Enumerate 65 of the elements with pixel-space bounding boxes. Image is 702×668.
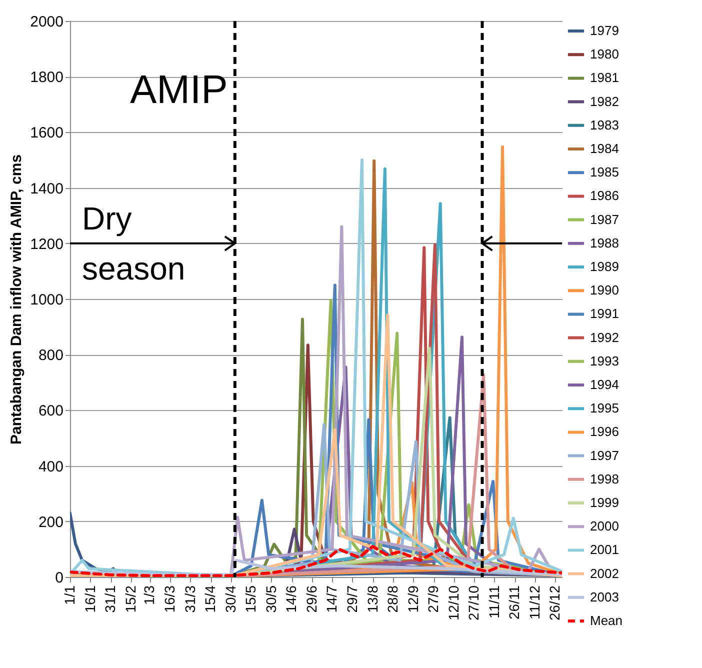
- legend-label: 1980: [590, 46, 619, 62]
- legend-label: 1994: [590, 377, 619, 392]
- y-tick-label: 0: [55, 570, 64, 586]
- y-tick-label: 600: [38, 402, 64, 420]
- x-tick-label: 14/7: [324, 585, 340, 613]
- annotation: Dry season: [82, 200, 186, 286]
- x-tick-label: 13/8: [364, 585, 380, 613]
- x-tick-label: 11/11: [486, 585, 502, 618]
- legend-label: 1989: [590, 259, 619, 274]
- legend-label: 1985: [590, 164, 619, 180]
- y-tick-label: 1000: [30, 292, 64, 308]
- y-tick-label: 1600: [30, 124, 64, 142]
- x-tick-label: 12/9: [404, 585, 421, 613]
- legend-label: 1993: [590, 353, 619, 368]
- legend-label: 1992: [590, 330, 619, 345]
- x-tick-label: 26/12: [546, 585, 563, 621]
- x-tick-label: 31/3: [182, 585, 198, 613]
- annotation: AMIP: [130, 68, 228, 112]
- x-tick-label: 12/10: [445, 585, 462, 621]
- legend-label: 1998: [590, 471, 619, 486]
- x-tick-label: 16/3: [162, 585, 178, 613]
- x-tick-label: 31/1: [102, 585, 118, 613]
- legend-label: 1990: [590, 282, 619, 298]
- x-tick-label: 15/4: [202, 585, 218, 613]
- y-tick-label: 2000: [30, 14, 64, 30]
- legend-label: 2000: [590, 518, 619, 534]
- x-tick-label: 1/3: [141, 585, 158, 605]
- legend-label: 1982: [590, 94, 619, 109]
- x-tick-label: 29/7: [344, 585, 360, 613]
- y-tick-label: 800: [38, 347, 64, 364]
- x-tick-label: 15/5: [242, 585, 259, 613]
- x-tick-label: 15/2: [122, 585, 138, 613]
- y-tick-label: 1800: [30, 69, 64, 86]
- x-tick-label: 16/1: [82, 585, 98, 613]
- legend-label: 1996: [590, 424, 619, 440]
- legend-label: 1983: [590, 117, 619, 132]
- legend-label: 2001: [590, 542, 619, 558]
- y-tick-label: 1400: [30, 180, 64, 198]
- legend-label: 1986: [590, 188, 619, 204]
- x-tick-label: 27/9: [425, 585, 442, 613]
- y-axis-title: Pantabangan Dam inflow with AMIP, cms: [8, 154, 26, 445]
- legend-label: 1997: [590, 448, 619, 463]
- legend-label: 2003: [590, 589, 619, 604]
- legend-label: 1984: [590, 141, 619, 156]
- legend-label: Mean: [590, 613, 623, 628]
- legend-label: 1999: [590, 495, 619, 510]
- x-tick-label: 30/4: [222, 585, 238, 613]
- x-tick-label: 29/6: [303, 585, 320, 613]
- legend-label: 1995: [590, 400, 619, 416]
- x-tick-label: 26/11: [506, 585, 522, 620]
- legend-label: 1979: [590, 23, 619, 38]
- legend-label: 1987: [590, 212, 619, 227]
- x-tick-label: 30/5: [262, 585, 279, 613]
- y-tick-label: 1200: [30, 236, 64, 253]
- legend-label: 1988: [590, 235, 619, 250]
- y-tick-label: 200: [38, 514, 64, 531]
- y-tick-label: 400: [38, 458, 64, 476]
- x-tick-label: 1/1: [62, 585, 78, 605]
- x-tick-label: 28/8: [384, 585, 401, 613]
- legend-label: 1981: [590, 70, 619, 86]
- x-tick-label: 14/6: [283, 585, 300, 613]
- x-tick-label: 11/12: [526, 585, 542, 620]
- legend-label: 1991: [590, 306, 619, 322]
- x-tick-label: 27/10: [466, 585, 482, 621]
- legend-label: 2002: [590, 566, 619, 581]
